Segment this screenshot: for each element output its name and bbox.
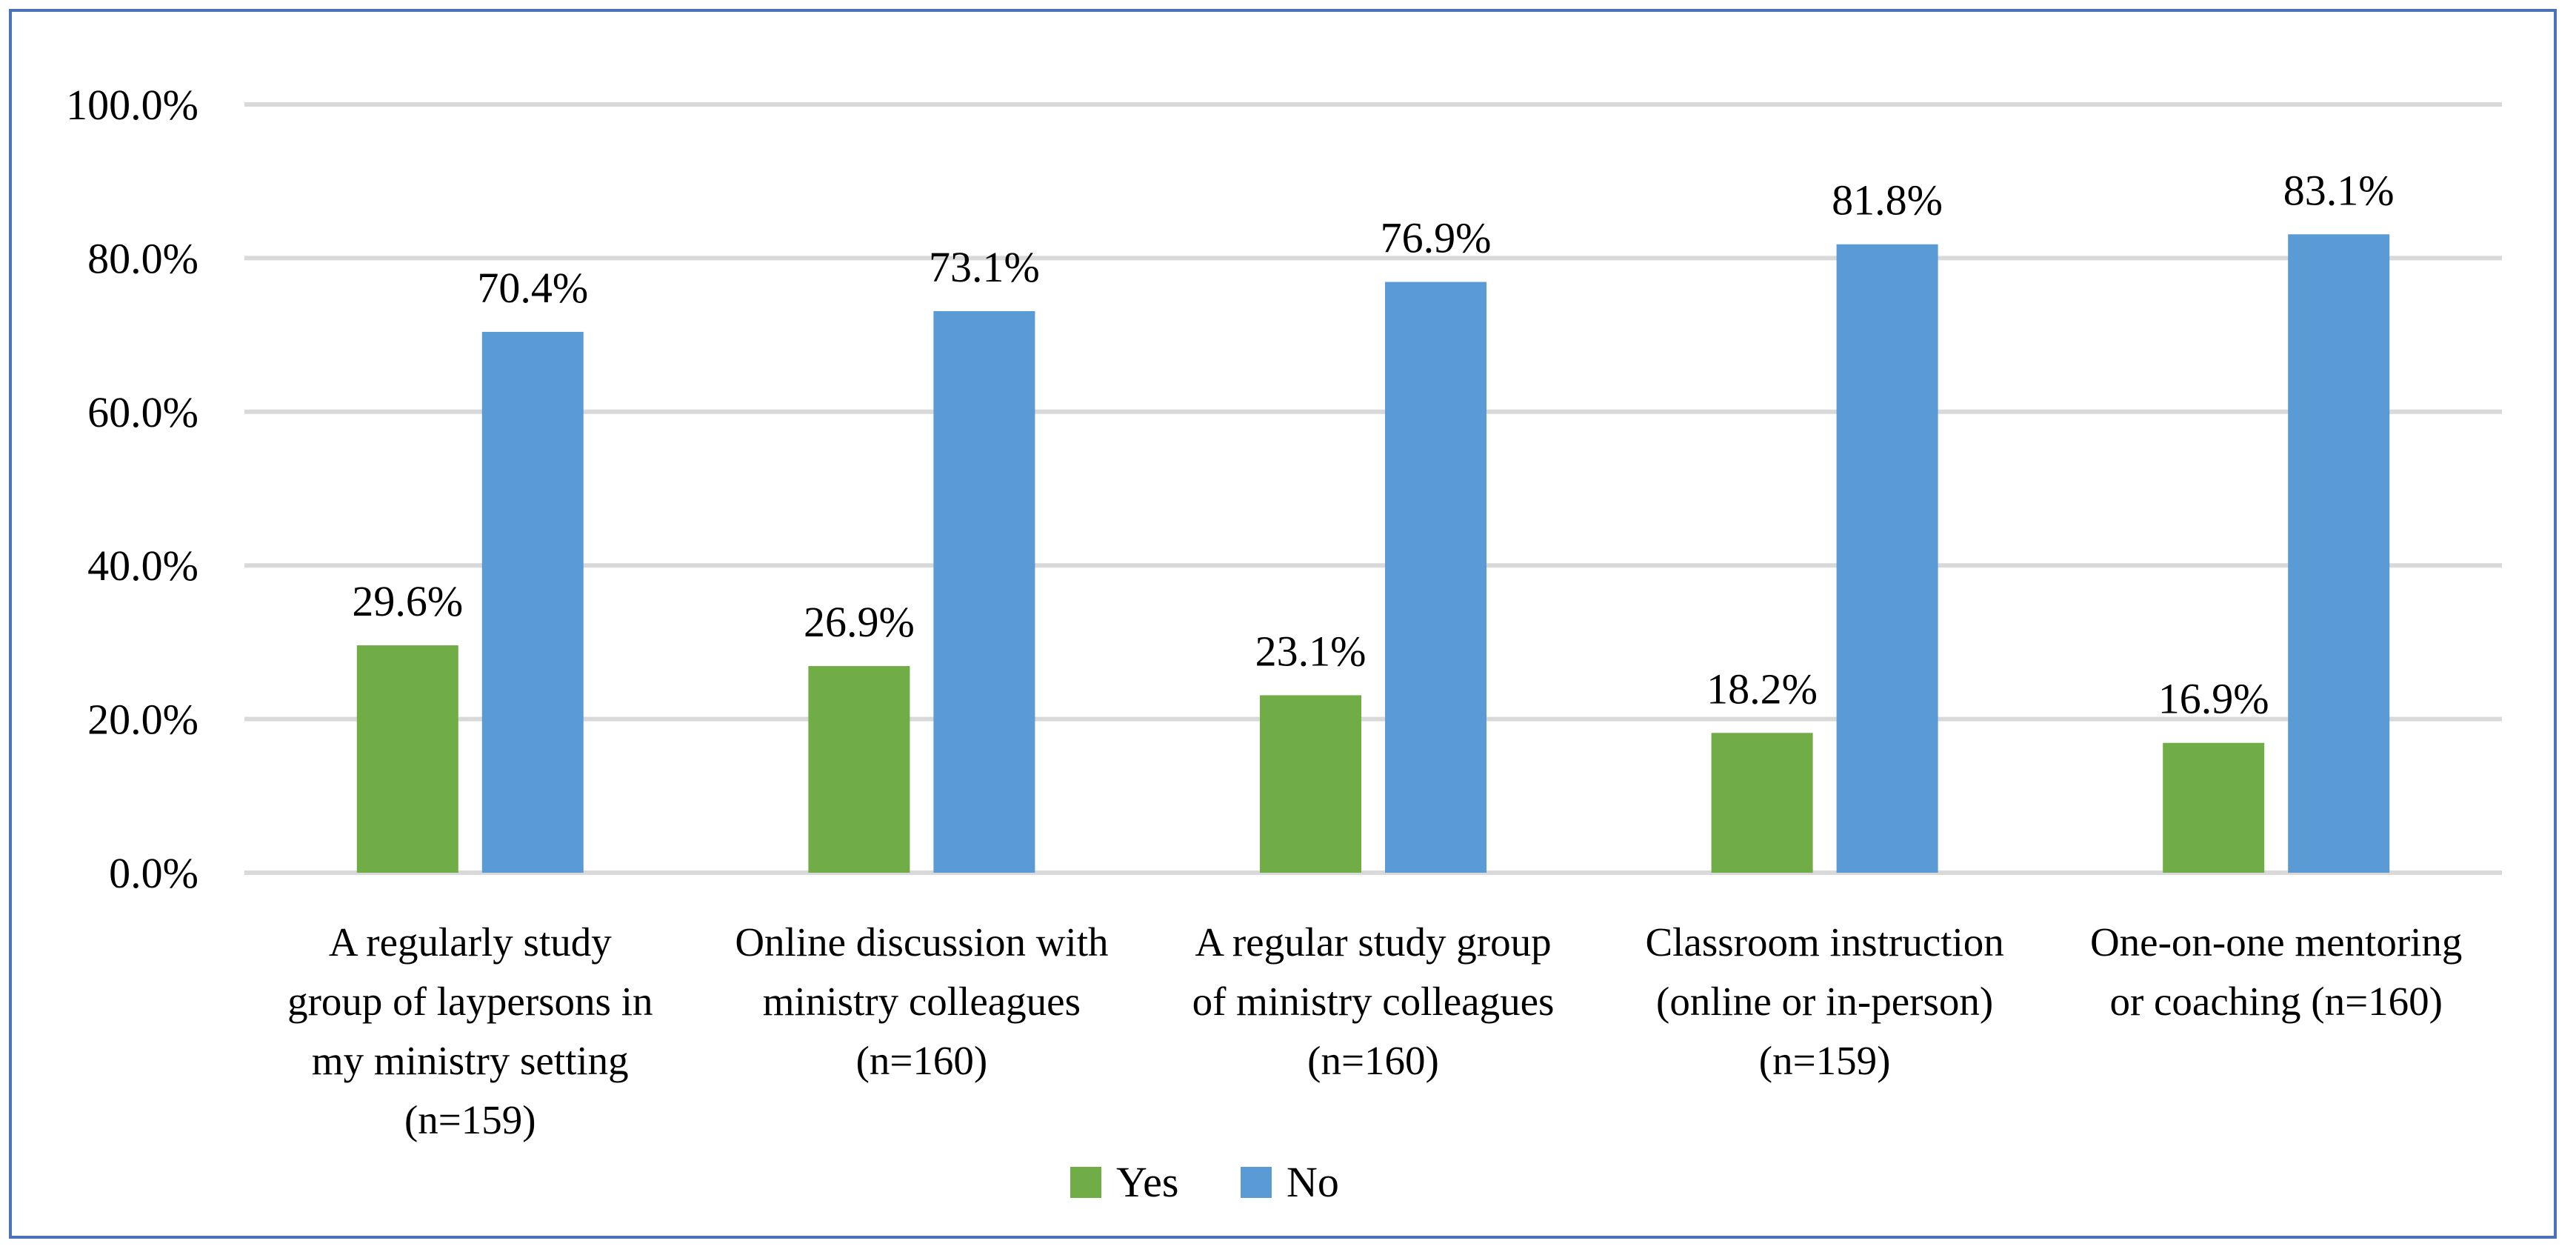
data-labels: 29.6% 70.4% 26.9% 73.1% 23.1% 76.9% 18.2% 81.8%… xyxy=(352,166,2394,722)
y-tick-label: 40.0% xyxy=(87,542,198,590)
category-label: Online discussion with ministry colleague… xyxy=(735,919,1108,1083)
category-label-line: ministry colleagues xyxy=(763,979,1081,1024)
legend-label-no: No xyxy=(1287,1158,1339,1206)
bar-yes-3 xyxy=(1260,695,1361,873)
gridlines xyxy=(244,102,2502,875)
category-label-line: of ministry colleagues xyxy=(1192,979,1555,1024)
legend-label-yes: Yes xyxy=(1116,1158,1178,1206)
data-label-yes-4: 18.2% xyxy=(1706,665,1818,713)
bar-no-3 xyxy=(1385,282,1486,873)
y-tick-label: 0.0% xyxy=(109,849,198,897)
legend: Yes No xyxy=(1070,1158,1339,1206)
bar-yes-1 xyxy=(356,645,458,873)
category-label-line: Online discussion with xyxy=(735,919,1108,965)
category-label-line: A regularly study xyxy=(329,919,612,965)
y-tick-label: 80.0% xyxy=(87,234,198,282)
data-label-yes-2: 26.9% xyxy=(804,598,915,646)
legend-swatch-no xyxy=(1241,1167,1272,1198)
chart-frame xyxy=(9,9,2557,1239)
data-label-no-1: 70.4% xyxy=(477,264,588,312)
category-label-line: (n=160) xyxy=(1307,1038,1439,1083)
category-label: One-on-one mentoring or coaching (n=160) xyxy=(2090,919,2463,1024)
category-label-line: group of laypersons in xyxy=(287,979,653,1024)
bar-yes-4 xyxy=(1711,733,1813,873)
category-label-line: (n=160) xyxy=(856,1038,988,1083)
bar-yes-5 xyxy=(2163,742,2265,873)
bar-yes-2 xyxy=(808,666,910,873)
data-label-yes-3: 23.1% xyxy=(1255,627,1367,675)
data-label-yes-1: 29.6% xyxy=(352,577,463,625)
bar-no-1 xyxy=(481,331,584,873)
category-label: A regularly study group of laypersons in m… xyxy=(287,919,653,1142)
y-tick-label: 20.0% xyxy=(87,696,198,744)
category-label-line: or coaching (n=160) xyxy=(2109,979,2442,1024)
category-label-line: A regular study group xyxy=(1195,919,1551,965)
y-tick-label: 60.0% xyxy=(87,388,198,436)
legend-swatch-yes xyxy=(1070,1167,1101,1198)
category-label: Classroom instruction (online or in-perso… xyxy=(1645,919,2003,1083)
data-label-no-3: 76.9% xyxy=(1381,214,1492,262)
bar-no-5 xyxy=(2288,234,2390,873)
category-label: A regular study group of ministry colleag… xyxy=(1192,919,1555,1083)
category-label-line: Classroom instruction xyxy=(1645,919,2003,965)
category-label-line: (n=159) xyxy=(404,1097,536,1142)
category-label-line: my ministry setting xyxy=(312,1038,629,1083)
data-label-yes-5: 16.9% xyxy=(2158,675,2269,723)
bar-no-2 xyxy=(933,310,1035,873)
category-labels: A regularly study group of laypersons in m… xyxy=(287,919,2462,1142)
y-axis-tick-labels: 0.0% 20.0% 40.0% 60.0% 80.0% 100.0% xyxy=(66,81,198,897)
category-label-line: (n=159) xyxy=(1759,1038,1891,1083)
y-tick-label: 100.0% xyxy=(66,81,198,129)
data-label-no-2: 73.1% xyxy=(929,243,1040,291)
bars xyxy=(356,234,2390,873)
category-label-line: (online or in-person) xyxy=(1656,979,1993,1024)
bar-no-4 xyxy=(1836,244,1938,873)
data-label-no-4: 81.8% xyxy=(1832,176,1943,224)
data-label-no-5: 83.1% xyxy=(2283,166,2395,214)
category-label-line: One-on-one mentoring xyxy=(2090,919,2463,965)
